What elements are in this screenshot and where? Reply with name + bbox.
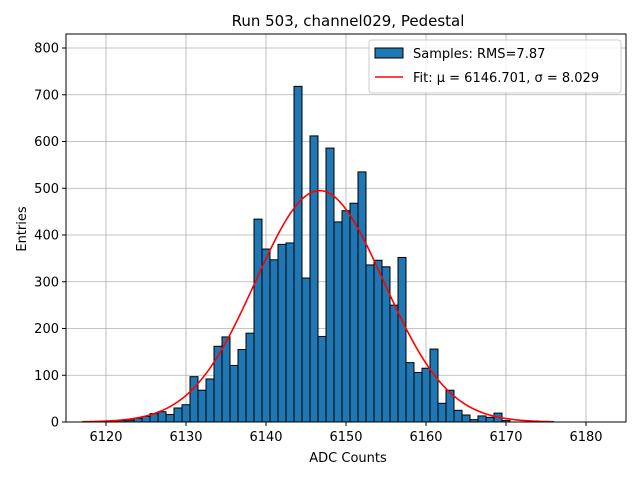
- histogram-bar: [189, 376, 199, 423]
- y-axis-ticks: 0 100 200 300 400 500 600 700 800: [34, 42, 66, 431]
- y-tick-label: 800: [34, 42, 59, 57]
- histogram-bar: [421, 367, 431, 423]
- histogram-bar: [221, 336, 231, 423]
- histogram-bar: [157, 411, 167, 423]
- histogram-bar: [341, 210, 351, 423]
- histogram-bar: [245, 332, 255, 423]
- y-tick-label: 600: [34, 135, 59, 150]
- histogram-bar: [365, 264, 375, 423]
- histogram-bar: [453, 409, 463, 423]
- x-tick-label: 6150: [329, 430, 362, 445]
- legend-label-fit: Fit: μ = 6146.701, σ = 8.029: [413, 71, 599, 86]
- histogram-bar: [333, 221, 343, 423]
- histogram-bar: [301, 277, 311, 423]
- histogram-bar: [229, 364, 239, 423]
- histogram-bars: [93, 85, 511, 423]
- y-tick-label: 0: [51, 416, 59, 431]
- histogram-bar: [357, 171, 367, 423]
- y-tick-label: 400: [34, 229, 59, 244]
- y-tick-label: 700: [34, 88, 59, 103]
- y-tick-label: 300: [34, 275, 59, 290]
- y-axis-label: Entries: [15, 206, 30, 252]
- histogram-bar: [277, 243, 287, 423]
- histogram-bar: [389, 304, 399, 423]
- histogram-bar: [477, 415, 487, 423]
- legend: Samples: RMS=7.87 Fit: μ = 6146.701, σ =…: [368, 39, 622, 94]
- histogram-bar: [269, 259, 279, 423]
- histogram-bar: [405, 362, 415, 423]
- histogram-bar: [349, 202, 359, 423]
- histogram-bar: [173, 407, 183, 423]
- x-tick-label: 6180: [569, 430, 602, 445]
- chart-title: Run 503, channel029, Pedestal: [232, 12, 465, 30]
- histogram-bar: [261, 248, 271, 423]
- x-tick-label: 6120: [89, 430, 122, 445]
- histogram-bar: [213, 345, 223, 423]
- histogram-bar: [429, 348, 439, 423]
- histogram-bar: [237, 349, 247, 423]
- histogram-bar: [285, 242, 295, 423]
- y-tick-label: 500: [34, 182, 59, 197]
- histogram-bar: [181, 404, 191, 423]
- histogram-bar: [381, 266, 391, 423]
- y-tick-label: 100: [34, 369, 59, 384]
- y-tick-label: 200: [34, 322, 59, 337]
- grid: [66, 34, 626, 423]
- histogram-bar: [461, 414, 471, 423]
- x-tick-label: 6170: [489, 430, 522, 445]
- x-tick-label: 6160: [409, 430, 442, 445]
- histogram-bar: [165, 414, 175, 423]
- histogram-bar: [437, 402, 447, 423]
- histogram-bar: [253, 218, 263, 423]
- x-tick-label: 6140: [249, 430, 282, 445]
- histogram-bar: [293, 85, 303, 423]
- x-axis-label: ADC Counts: [309, 451, 387, 466]
- histogram-bar: [205, 378, 215, 423]
- histogram-bar: [373, 259, 383, 423]
- x-tick-label: 6130: [169, 430, 202, 445]
- histogram-bar: [485, 416, 495, 423]
- histogram-bar: [309, 135, 319, 423]
- x-axis-ticks: 6120 6130 6140 6150 6160 6170 6180: [89, 422, 603, 445]
- fit-curve: [81, 189, 555, 423]
- legend-swatch-samples: [374, 47, 404, 59]
- legend-label-samples: Samples: RMS=7.87: [413, 47, 545, 62]
- histogram-bar: [413, 371, 423, 423]
- histogram-bar: [397, 256, 407, 423]
- histogram-bar: [317, 335, 327, 423]
- legend-box: [368, 39, 622, 94]
- histogram-bar: [325, 147, 335, 423]
- histogram-bar: [197, 389, 207, 423]
